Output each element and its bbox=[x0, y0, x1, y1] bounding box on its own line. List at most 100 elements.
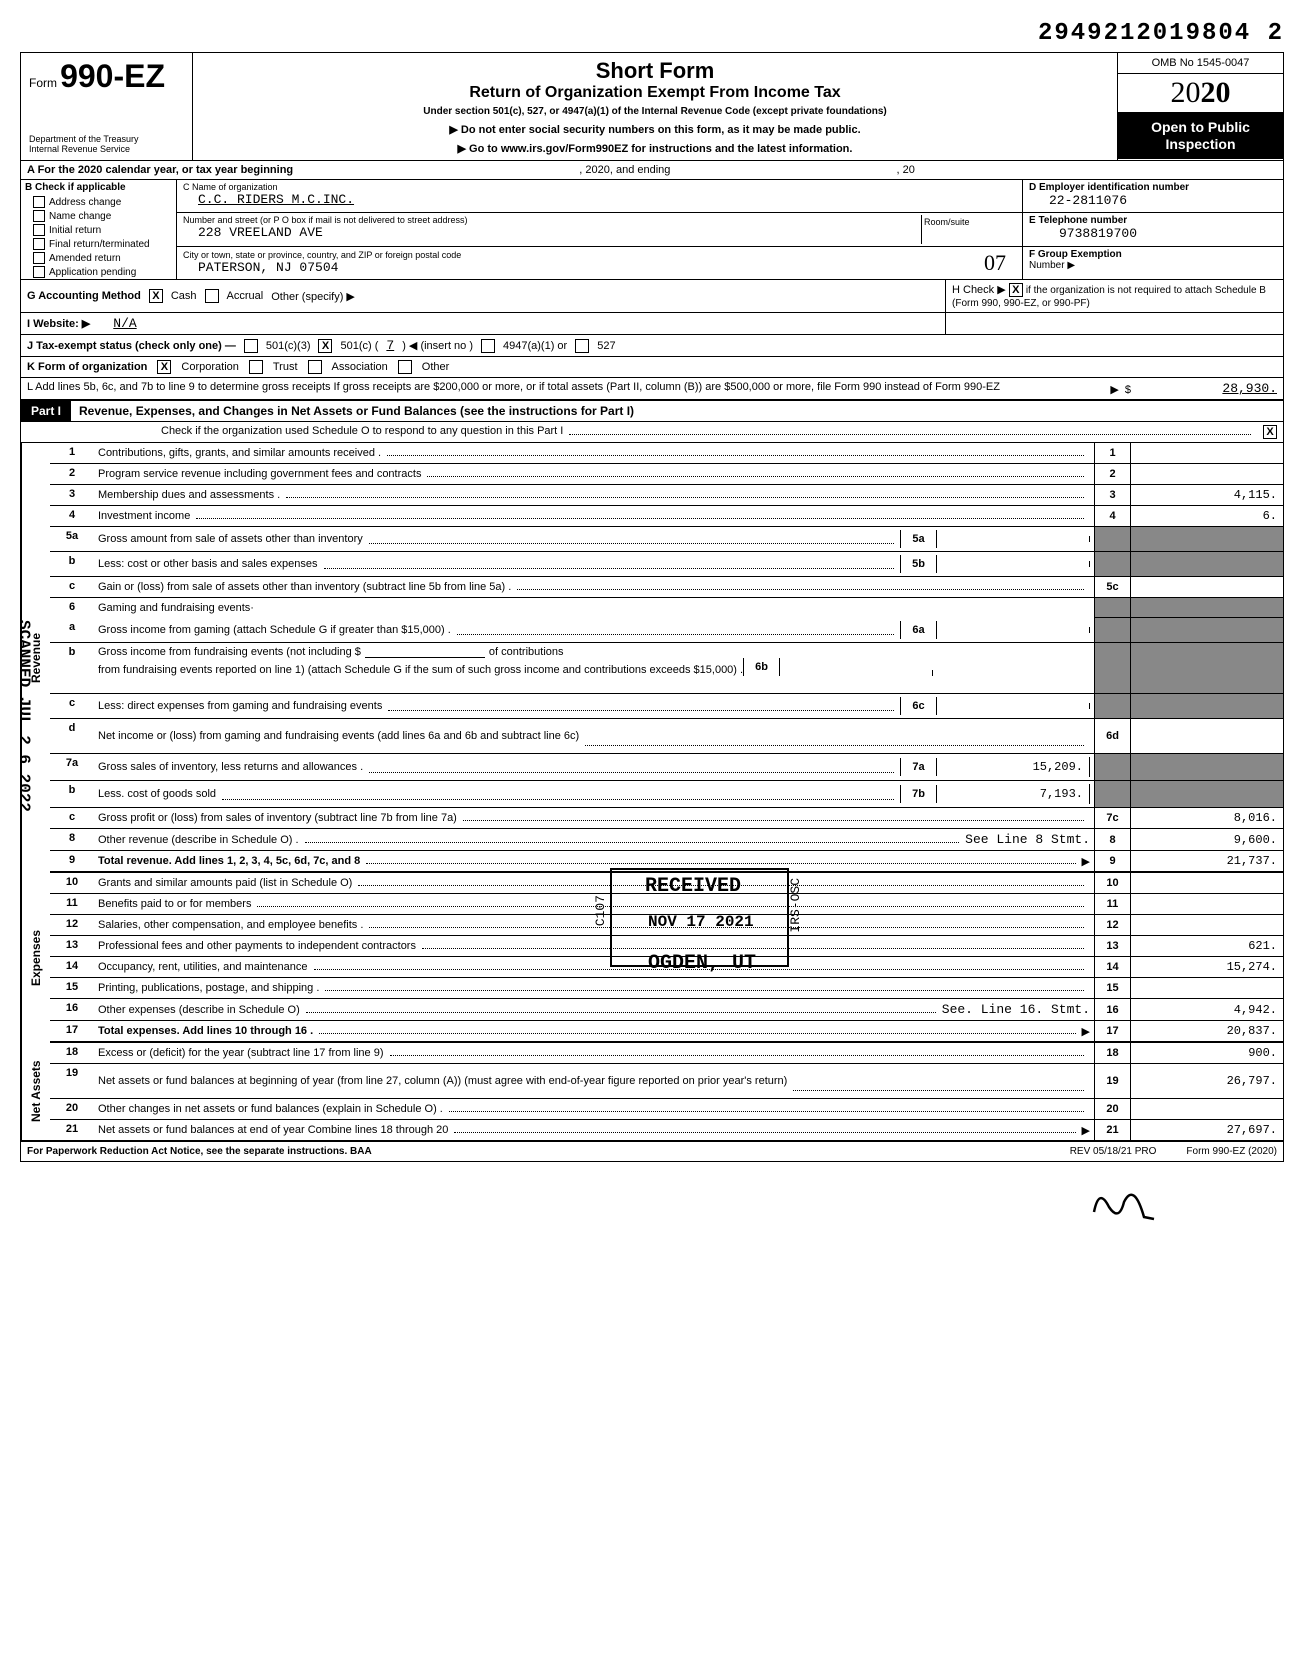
row-a-end: , 20 bbox=[897, 164, 915, 176]
line-8-note: See Line 8 Stmt. bbox=[965, 832, 1090, 847]
line-13-desc: Professional fees and other payments to … bbox=[98, 940, 416, 952]
footer-left: For Paperwork Reduction Act Notice, see … bbox=[27, 1146, 372, 1157]
check-schedule-o: Check if the organization used Schedule … bbox=[21, 422, 1283, 443]
line-14-val: 15,274. bbox=[1130, 957, 1283, 977]
cb-corporation[interactable]: X bbox=[157, 360, 171, 374]
room-suite: Room/suite bbox=[921, 215, 1016, 243]
tax-year: 2020 bbox=[1118, 74, 1283, 113]
footer-right: Form 990-EZ (2020) bbox=[1186, 1146, 1277, 1157]
line-7a-inner: 15,209. bbox=[937, 757, 1090, 777]
cb-4947[interactable] bbox=[481, 339, 495, 353]
line-6d-desc: Net income or (loss) from gaming and fun… bbox=[98, 730, 579, 742]
cb-trust[interactable] bbox=[249, 360, 263, 374]
cb-amended[interactable]: Amended return bbox=[21, 251, 176, 265]
d-ein: D Employer identification number 22-2811… bbox=[1023, 180, 1283, 213]
website-value: N/A bbox=[98, 316, 136, 331]
line-1-val bbox=[1130, 443, 1283, 463]
cb-accrual[interactable] bbox=[205, 289, 219, 303]
cb-name-change[interactable]: Name change bbox=[21, 209, 176, 223]
cb-h-check[interactable]: X bbox=[1009, 283, 1023, 297]
line-1-desc: Contributions, gifts, grants, and simila… bbox=[98, 447, 381, 459]
line-3-val: 4,115. bbox=[1130, 485, 1283, 505]
open-public-1: Open to Public bbox=[1120, 119, 1281, 136]
e-telephone: E Telephone number 9738819700 bbox=[1023, 213, 1283, 246]
line-17-desc: Total expenses. Add lines 10 through 16 … bbox=[98, 1025, 313, 1037]
form-container: Form 990-EZ Department of the Treasury I… bbox=[20, 52, 1284, 1162]
line-12-desc: Salaries, other compensation, and employ… bbox=[98, 919, 363, 931]
line-3-desc: Membership dues and assessments . bbox=[98, 489, 280, 501]
c-label: C Name of organization bbox=[183, 182, 1016, 192]
line-7c-desc: Gross profit or (loss) from sales of inv… bbox=[98, 812, 457, 824]
cb-527[interactable] bbox=[575, 339, 589, 353]
line-5a-desc: Gross amount from sale of assets other t… bbox=[98, 533, 363, 545]
row-i: I Website: ▶ N/A bbox=[21, 313, 1283, 335]
line-7b-inner: 7,193. bbox=[937, 784, 1090, 804]
cb-501c3[interactable] bbox=[244, 339, 258, 353]
line-20-val bbox=[1130, 1099, 1283, 1119]
open-public: Open to Public Inspection bbox=[1118, 113, 1283, 159]
cb-other-org[interactable] bbox=[398, 360, 412, 374]
i-label: I Website: ▶ bbox=[27, 317, 90, 330]
line-17-val: 20,837. bbox=[1130, 1021, 1283, 1041]
cb-cash[interactable]: X bbox=[149, 289, 163, 303]
year-bold: 20 bbox=[1201, 76, 1231, 109]
line-5c-val bbox=[1130, 577, 1283, 597]
line-6b-desc2: of contributions bbox=[489, 646, 564, 658]
line-2-desc: Program service revenue including govern… bbox=[98, 468, 421, 480]
omb: OMB No 1545-0047 bbox=[1118, 53, 1283, 74]
revenue-tab: Revenue bbox=[21, 443, 50, 873]
net-assets-tab: Net Assets bbox=[21, 1043, 50, 1140]
cb-initial-return[interactable]: Initial return bbox=[21, 223, 176, 237]
row-a: A For the 2020 calendar year, or tax yea… bbox=[21, 161, 1283, 180]
part1-title: Revenue, Expenses, and Changes in Net As… bbox=[71, 401, 642, 421]
row-a-label: A For the 2020 calendar year, or tax yea… bbox=[27, 164, 293, 176]
b-label: B Check if applicable bbox=[21, 180, 176, 195]
line-15-val bbox=[1130, 978, 1283, 998]
line-5c-desc: Gain or (loss) from sale of assets other… bbox=[98, 581, 511, 593]
form-prefix: Form bbox=[29, 76, 57, 90]
city-label: City or town, state or province, country… bbox=[183, 250, 984, 260]
cb-address-change[interactable]: Address change bbox=[21, 195, 176, 209]
street-address: 228 VREELAND AVE bbox=[183, 225, 921, 240]
line-20-desc: Other changes in net assets or fund bala… bbox=[98, 1103, 443, 1115]
arrow2: ▶ Go to www.irs.gov/Form990EZ for instru… bbox=[203, 142, 1107, 155]
irs-osc-stamp: IRS-OSC bbox=[788, 878, 803, 933]
cb-pending[interactable]: Application pending bbox=[21, 265, 176, 279]
arrow1: ▶ Do not enter social security numbers o… bbox=[203, 123, 1107, 136]
line-19-val: 26,797. bbox=[1130, 1064, 1283, 1098]
line-11-val bbox=[1130, 894, 1283, 914]
document-id: 2949212019804 2 bbox=[20, 20, 1284, 47]
line-5b-desc: Less: cost or other basis and sales expe… bbox=[98, 558, 318, 570]
row-a-mid: , 2020, and ending bbox=[579, 164, 670, 176]
cb-final-return[interactable]: Final return/terminated bbox=[21, 237, 176, 251]
line-10-val bbox=[1130, 873, 1283, 893]
signature bbox=[20, 1177, 1284, 1230]
row-j: J Tax-exempt status (check only one) — 5… bbox=[21, 335, 1283, 357]
col-c: C Name of organization C.C. RIDERS M.C.I… bbox=[177, 180, 1022, 279]
line-6b-inner bbox=[780, 670, 933, 676]
line-16-val: 4,942. bbox=[1130, 999, 1283, 1020]
line-7b-desc: Less. cost of goods sold bbox=[98, 788, 216, 800]
cb-association[interactable] bbox=[308, 360, 322, 374]
line-6-desc: Gaming and fundraising events· bbox=[98, 602, 254, 614]
other-specify: Other (specify) ▶ bbox=[271, 290, 355, 303]
cb-schedule-o[interactable]: X bbox=[1263, 425, 1277, 439]
form-number: 990-EZ bbox=[60, 58, 165, 94]
h-section: H Check ▶ X if the organization is not r… bbox=[945, 280, 1283, 312]
title-cell: Short Form Return of Organization Exempt… bbox=[193, 53, 1117, 160]
addr-label: Number and street (or P O box if mail is… bbox=[183, 215, 921, 225]
line-7a-desc: Gross sales of inventory, less returns a… bbox=[98, 761, 363, 773]
line-6c-desc: Less: direct expenses from gaming and fu… bbox=[98, 700, 382, 712]
501c-number: 7 bbox=[386, 338, 394, 353]
line-2-val bbox=[1130, 464, 1283, 484]
line-4-desc: Investment income bbox=[98, 510, 190, 522]
line-14-desc: Occupancy, rent, utilities, and maintena… bbox=[98, 961, 308, 973]
line-13-val: 621. bbox=[1130, 936, 1283, 956]
cb-501c[interactable]: X bbox=[318, 339, 332, 353]
col-b: B Check if applicable Address change Nam… bbox=[21, 180, 177, 279]
line-9-desc: Total revenue. Add lines 1, 2, 3, 4, 5c,… bbox=[98, 855, 360, 867]
department: Department of the Treasury Internal Reve… bbox=[29, 135, 184, 155]
title-main: Short Form bbox=[203, 58, 1107, 84]
line-6b-desc1: Gross income from fundraising events (no… bbox=[98, 646, 361, 658]
row-l: L Add lines 5b, 6c, and 7b to line 9 to … bbox=[21, 378, 1283, 401]
